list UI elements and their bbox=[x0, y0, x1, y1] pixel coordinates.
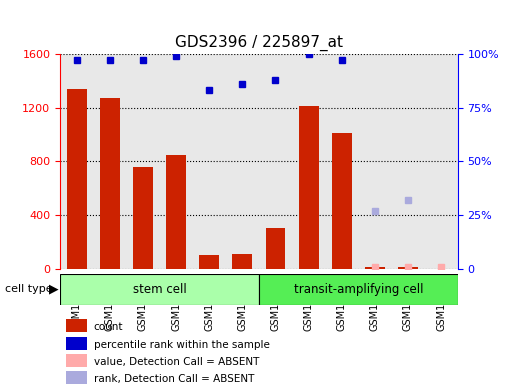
Bar bbox=[66, 371, 87, 384]
Text: ▶: ▶ bbox=[49, 283, 58, 296]
Text: cell type: cell type bbox=[5, 284, 53, 294]
Text: count: count bbox=[94, 322, 123, 332]
Text: rank, Detection Call = ABSENT: rank, Detection Call = ABSENT bbox=[94, 374, 254, 384]
Bar bbox=[365, 268, 385, 269]
Bar bbox=[199, 255, 219, 269]
Bar bbox=[66, 319, 87, 332]
Bar bbox=[266, 228, 286, 269]
Bar bbox=[232, 254, 252, 269]
Title: GDS2396 / 225897_at: GDS2396 / 225897_at bbox=[175, 35, 343, 51]
FancyBboxPatch shape bbox=[259, 274, 458, 305]
Text: transit-amplifying cell: transit-amplifying cell bbox=[293, 283, 423, 296]
FancyBboxPatch shape bbox=[60, 274, 259, 305]
Text: stem cell: stem cell bbox=[133, 283, 186, 296]
Bar bbox=[332, 133, 351, 269]
Bar bbox=[133, 167, 153, 269]
Bar bbox=[166, 155, 186, 269]
Bar bbox=[67, 89, 87, 269]
Bar bbox=[66, 354, 87, 367]
Bar bbox=[398, 268, 418, 269]
Bar bbox=[299, 106, 319, 269]
Text: value, Detection Call = ABSENT: value, Detection Call = ABSENT bbox=[94, 357, 259, 367]
Bar bbox=[66, 336, 87, 350]
Bar bbox=[100, 98, 120, 269]
Text: percentile rank within the sample: percentile rank within the sample bbox=[94, 339, 269, 349]
